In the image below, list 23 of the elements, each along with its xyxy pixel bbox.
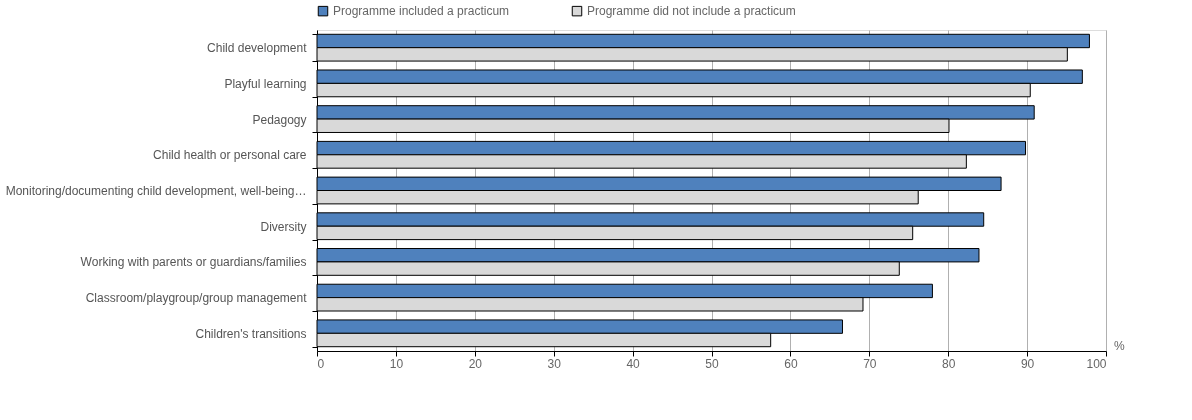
y-tick-label: Pedagogy <box>252 112 307 127</box>
y-tick-label: Children's transitions <box>195 326 307 341</box>
y-tick-label: Classroom/playgroup/group management <box>85 291 308 306</box>
x-tick-label: 70 <box>863 356 877 371</box>
x-tick-label: 80 <box>942 356 956 371</box>
x-tick-label: 20 <box>468 356 483 371</box>
x-tick-label: 0 <box>317 356 325 371</box>
y-tick-label: Playful learning <box>224 76 307 91</box>
x-tick-label: 40 <box>626 356 641 371</box>
y-tick-label: Working with parents or guardians/families <box>80 255 307 270</box>
x-tick-label: 10 <box>389 356 404 371</box>
y-tick-label: Monitoring/documenting child development, well-being… <box>5 184 307 198</box>
legend-label: Programme included a practicum <box>333 4 510 19</box>
x-tick-label: 50 <box>705 356 719 371</box>
text: % <box>1114 339 1125 353</box>
y-tick-label: Diversity <box>260 219 307 234</box>
x-tick-label: 100 <box>1086 356 1107 371</box>
x-tick-label: 90 <box>1020 356 1035 371</box>
y-tick-label: Child health or personal care <box>153 148 307 163</box>
x-tick-label: 60 <box>784 356 798 371</box>
legend-label: Programme did not include a practicum <box>587 4 796 19</box>
x-tick-label: 30 <box>547 356 562 371</box>
y-tick-label: Child development <box>207 41 308 56</box>
